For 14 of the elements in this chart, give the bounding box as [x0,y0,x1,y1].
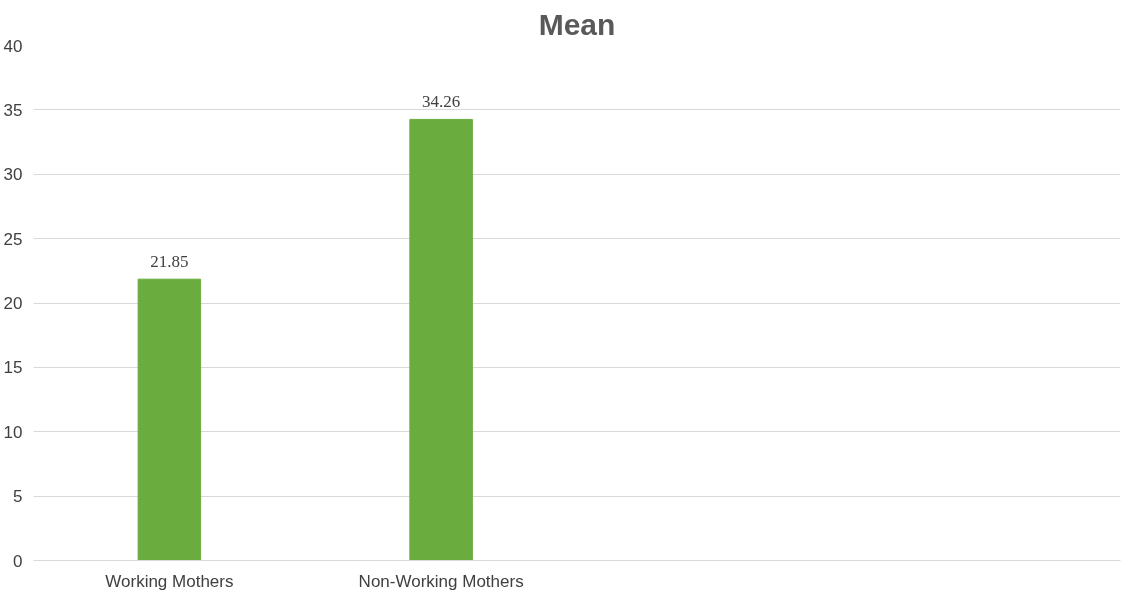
x-tick-label: Non-Working Mothers [358,571,524,591]
y-tick-label: 5 [13,487,23,507]
y-tick-label: 20 [3,294,23,313]
y-tick-label: 10 [3,422,23,442]
y-tick-label: 30 [3,165,23,185]
y-tick-label: 25 [3,229,23,249]
chart-title: Mean [538,7,616,41]
data-label: 34.26 [422,92,461,112]
y-tick-label: 0 [13,551,23,571]
y-tick-label: 15 [3,358,23,378]
y-tick-label: 35 [3,100,23,120]
data-label: 21.85 [150,252,189,272]
x-tick-label: Working Mothers [105,571,234,591]
y-tick-label: 40 [3,36,23,56]
